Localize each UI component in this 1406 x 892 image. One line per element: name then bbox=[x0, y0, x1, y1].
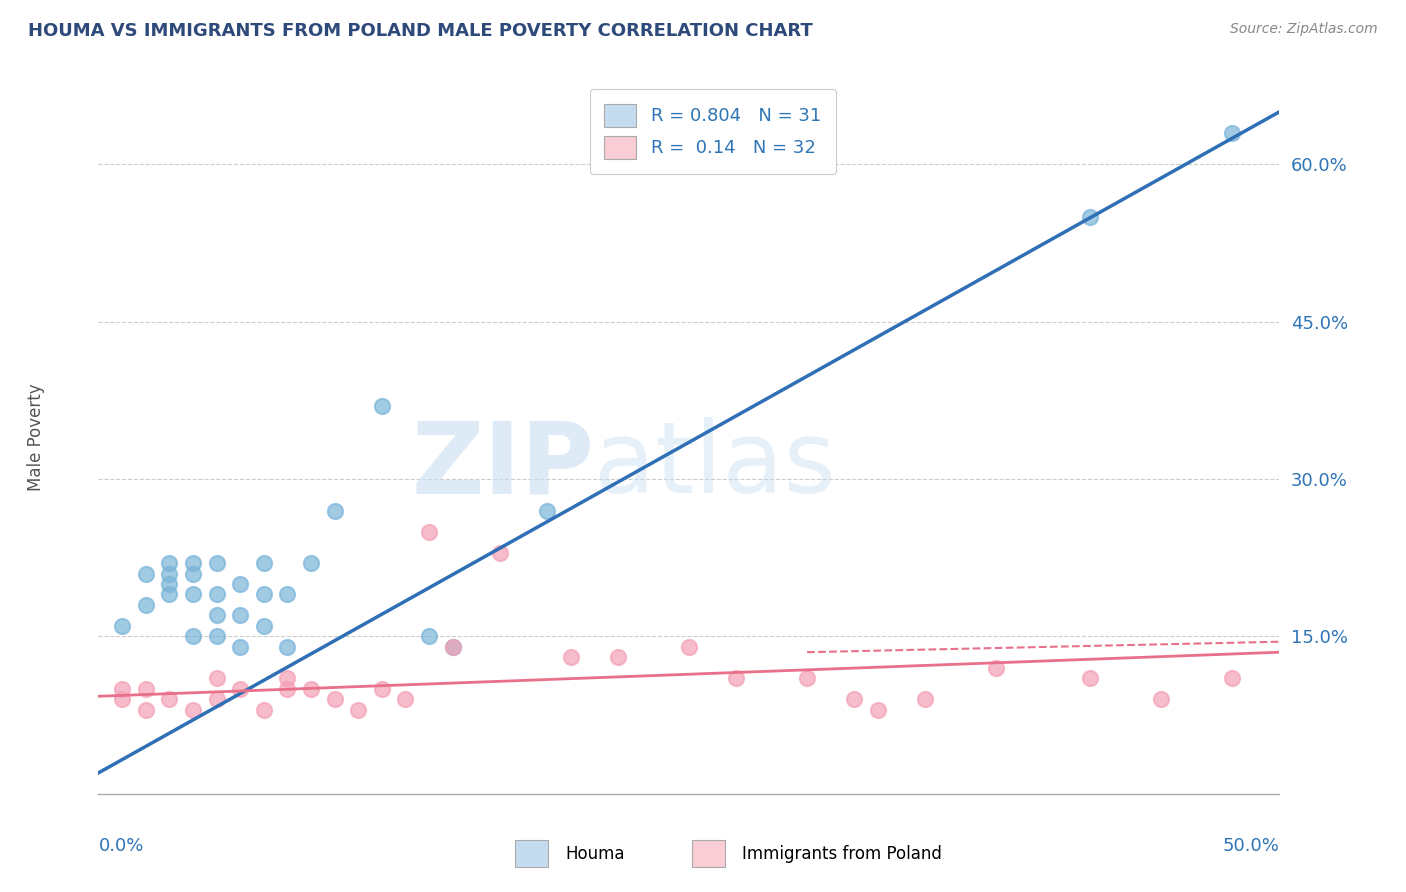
Point bbox=[276, 681, 298, 696]
Text: Immigrants from Poland: Immigrants from Poland bbox=[742, 845, 942, 863]
Point bbox=[536, 503, 558, 517]
Point bbox=[866, 703, 889, 717]
Point bbox=[441, 640, 464, 654]
Point bbox=[299, 681, 322, 696]
Point bbox=[229, 640, 252, 654]
Point bbox=[1080, 210, 1102, 224]
Point bbox=[229, 577, 252, 591]
Point bbox=[418, 630, 440, 644]
Point bbox=[1220, 126, 1243, 140]
Point bbox=[111, 619, 134, 633]
Point bbox=[323, 692, 346, 706]
Point bbox=[844, 692, 866, 706]
Point bbox=[984, 661, 1007, 675]
Text: 50.0%: 50.0% bbox=[1223, 837, 1279, 855]
Text: Source: ZipAtlas.com: Source: ZipAtlas.com bbox=[1230, 22, 1378, 37]
Point bbox=[205, 630, 228, 644]
Point bbox=[253, 619, 276, 633]
Point bbox=[157, 556, 180, 570]
Point bbox=[253, 703, 276, 717]
Point bbox=[135, 598, 157, 612]
Point bbox=[111, 681, 134, 696]
Point bbox=[205, 692, 228, 706]
Point bbox=[253, 556, 276, 570]
Point bbox=[157, 692, 180, 706]
Point bbox=[607, 650, 630, 665]
Point bbox=[725, 672, 748, 686]
Point bbox=[253, 587, 276, 601]
Point bbox=[135, 681, 157, 696]
FancyBboxPatch shape bbox=[692, 840, 725, 867]
FancyBboxPatch shape bbox=[515, 840, 548, 867]
Text: 0.0%: 0.0% bbox=[98, 837, 143, 855]
Point bbox=[276, 640, 298, 654]
Text: ZIP: ZIP bbox=[412, 417, 595, 514]
Point bbox=[181, 630, 204, 644]
Point bbox=[371, 399, 394, 413]
Text: Houma: Houma bbox=[565, 845, 624, 863]
Point bbox=[394, 692, 416, 706]
Point bbox=[796, 672, 818, 686]
Point bbox=[678, 640, 700, 654]
Text: Male Poverty: Male Poverty bbox=[27, 384, 45, 491]
Point bbox=[1150, 692, 1173, 706]
Point bbox=[276, 672, 298, 686]
Point bbox=[1080, 672, 1102, 686]
Point bbox=[181, 556, 204, 570]
Point bbox=[181, 587, 204, 601]
Point bbox=[205, 556, 228, 570]
Point bbox=[347, 703, 370, 717]
Point bbox=[157, 587, 180, 601]
Point bbox=[914, 692, 936, 706]
Point bbox=[205, 608, 228, 623]
Point bbox=[181, 566, 204, 581]
Text: HOUMA VS IMMIGRANTS FROM POLAND MALE POVERTY CORRELATION CHART: HOUMA VS IMMIGRANTS FROM POLAND MALE POV… bbox=[28, 22, 813, 40]
Point bbox=[489, 545, 512, 559]
Point bbox=[441, 640, 464, 654]
Point bbox=[157, 566, 180, 581]
Point bbox=[135, 566, 157, 581]
Point bbox=[1220, 672, 1243, 686]
Point bbox=[560, 650, 582, 665]
Point bbox=[276, 587, 298, 601]
Point bbox=[299, 556, 322, 570]
Point bbox=[111, 692, 134, 706]
Point bbox=[418, 524, 440, 539]
Legend: R = 0.804   N = 31, R =  0.14   N = 32: R = 0.804 N = 31, R = 0.14 N = 32 bbox=[589, 89, 835, 174]
Point bbox=[371, 681, 394, 696]
Point bbox=[205, 587, 228, 601]
Point bbox=[135, 703, 157, 717]
Text: atlas: atlas bbox=[595, 417, 837, 514]
Point bbox=[229, 608, 252, 623]
Point bbox=[181, 703, 204, 717]
Point bbox=[323, 503, 346, 517]
Point bbox=[229, 681, 252, 696]
Point bbox=[205, 672, 228, 686]
Point bbox=[157, 577, 180, 591]
